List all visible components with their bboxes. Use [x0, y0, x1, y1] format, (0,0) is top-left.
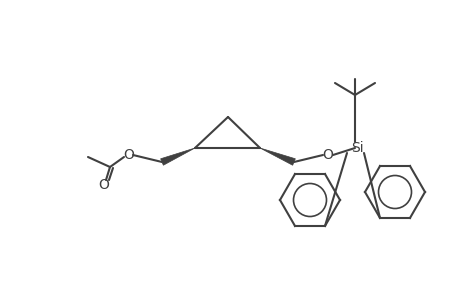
- Polygon shape: [259, 148, 295, 165]
- Text: O: O: [98, 178, 109, 192]
- Polygon shape: [160, 148, 195, 165]
- Text: Si: Si: [350, 141, 363, 155]
- Text: O: O: [322, 148, 333, 162]
- Text: O: O: [123, 148, 134, 162]
